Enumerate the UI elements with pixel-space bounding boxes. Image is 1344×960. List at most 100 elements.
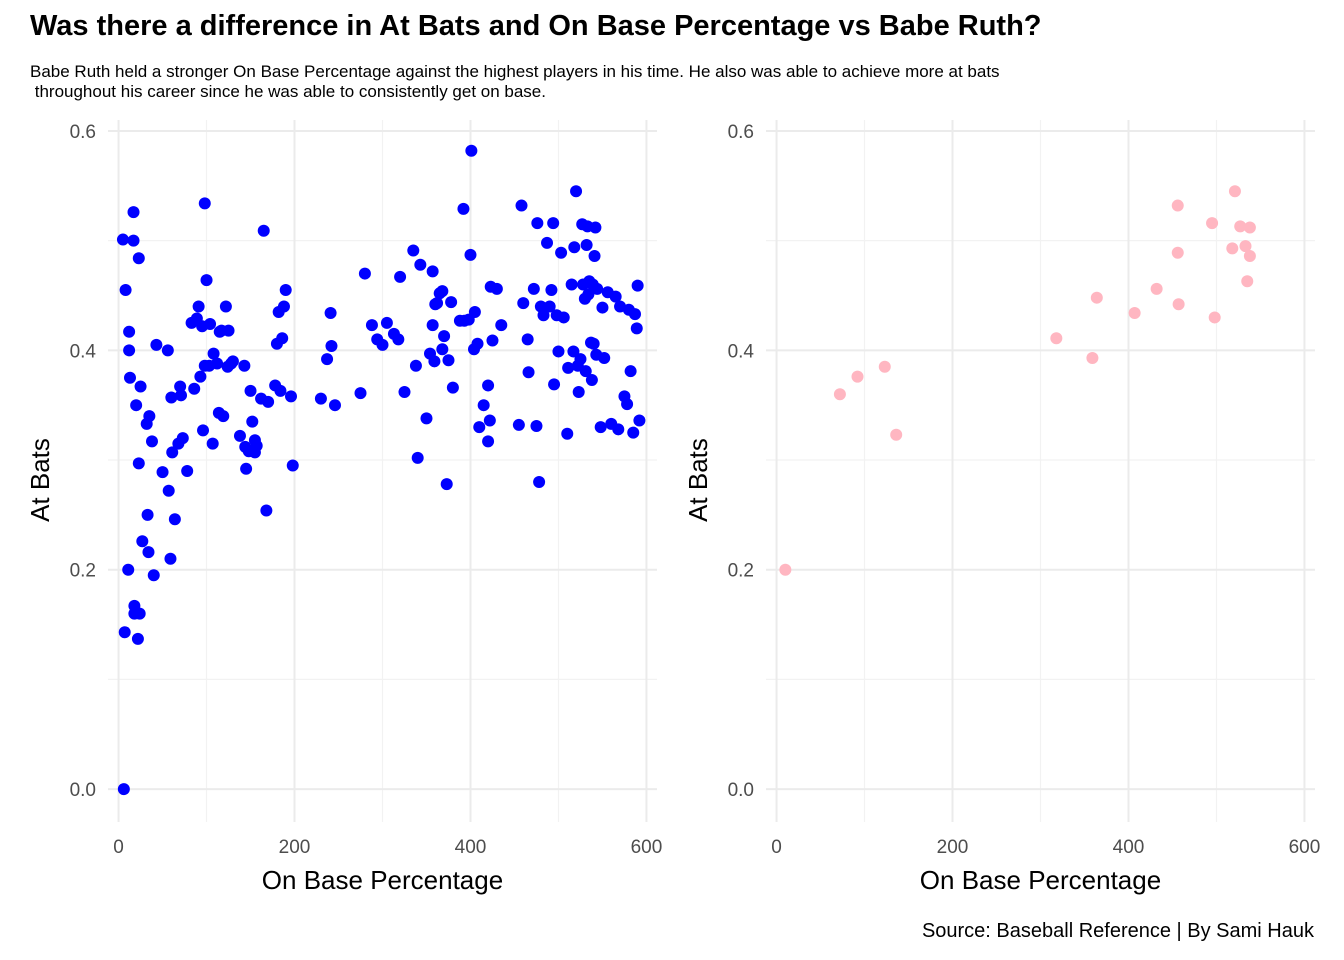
- data-point: [260, 504, 273, 517]
- y-tick-label: 0.2: [728, 561, 754, 582]
- data-point: [262, 395, 275, 408]
- data-point: [176, 432, 189, 445]
- data-point: [555, 246, 568, 259]
- data-point: [194, 370, 207, 383]
- data-point: [398, 386, 411, 399]
- data-point: [328, 399, 341, 412]
- data-point: [612, 423, 625, 436]
- data-point: [123, 371, 136, 384]
- data-point: [589, 221, 602, 234]
- data-point: [436, 343, 449, 356]
- data-point: [517, 297, 530, 310]
- data-point: [547, 217, 560, 230]
- data-point: [1086, 352, 1099, 365]
- data-point: [321, 353, 334, 366]
- data-point: [1239, 240, 1252, 253]
- data-point: [543, 300, 556, 313]
- data-point: [1090, 291, 1103, 304]
- data-point: [131, 632, 144, 645]
- data-point: [596, 301, 609, 314]
- y-axis-label: At Bats: [25, 438, 55, 522]
- chart-title: Was there a difference in At Bats and On…: [30, 10, 1042, 42]
- y-tick-label: 0.6: [728, 122, 754, 143]
- data-point: [890, 428, 903, 441]
- data-point: [143, 410, 156, 423]
- data-point: [490, 282, 503, 295]
- data-point: [324, 307, 337, 320]
- data-point: [579, 365, 592, 378]
- data-point: [250, 439, 263, 452]
- data-point: [130, 399, 143, 412]
- data-point: [238, 359, 251, 372]
- data-point: [557, 311, 570, 324]
- data-point: [197, 424, 210, 437]
- y-tick-label: 0.4: [728, 341, 755, 362]
- x-tick-label: 600: [1289, 837, 1321, 858]
- data-point: [133, 607, 146, 620]
- data-point: [217, 410, 230, 423]
- data-point: [246, 415, 259, 428]
- data-point: [851, 370, 864, 383]
- data-point: [624, 365, 637, 378]
- data-point: [175, 389, 188, 402]
- data-point: [244, 384, 257, 397]
- panel-2: 0 200 400 600 0.0 0.2 0.4 0.6 On Base Percentage…: [683, 120, 1320, 895]
- chart-caption: Source: Baseball Reference | By Sami Hau…: [921, 920, 1314, 942]
- x-tick-label: 200: [937, 837, 969, 858]
- data-point: [132, 252, 145, 265]
- data-point: [1228, 185, 1241, 198]
- data-point: [156, 466, 169, 479]
- data-point: [354, 387, 367, 400]
- data-point: [552, 345, 565, 358]
- data-point: [122, 563, 135, 576]
- data-point: [568, 241, 581, 254]
- data-point: [527, 282, 540, 295]
- data-point: [233, 429, 246, 442]
- data-point: [161, 344, 174, 357]
- data-point: [123, 325, 136, 338]
- data-point: [567, 345, 580, 358]
- x-tick-label: 400: [455, 837, 487, 858]
- data-point: [119, 284, 132, 297]
- data-point: [207, 347, 220, 360]
- data-point: [521, 333, 534, 346]
- data-point: [428, 355, 441, 368]
- data-point: [188, 382, 201, 395]
- data-point: [588, 250, 601, 263]
- data-point: [1050, 332, 1063, 345]
- data-point: [495, 319, 508, 332]
- data-point: [142, 546, 155, 559]
- data-point: [621, 398, 634, 411]
- data-point: [477, 399, 490, 412]
- data-point: [166, 446, 179, 459]
- data-point: [1128, 307, 1141, 320]
- data-point: [134, 380, 147, 393]
- data-point: [411, 451, 424, 464]
- data-point: [409, 359, 422, 372]
- data-point: [482, 435, 495, 448]
- data-point: [145, 435, 158, 448]
- data-point: [1243, 221, 1256, 234]
- data-point: [465, 144, 478, 157]
- data-point: [440, 478, 453, 491]
- data-point: [468, 305, 481, 318]
- data-point: [358, 267, 371, 280]
- data-point: [482, 379, 495, 392]
- data-point: [537, 309, 550, 322]
- data-point: [219, 300, 232, 313]
- y-tick-label: 0.6: [70, 122, 96, 143]
- data-point: [394, 270, 407, 283]
- data-point: [285, 390, 297, 403]
- data-point: [630, 322, 643, 335]
- data-point: [446, 381, 459, 394]
- data-point: [486, 334, 499, 347]
- data-point: [365, 319, 378, 332]
- data-point: [257, 224, 270, 237]
- data-point: [127, 206, 140, 219]
- data-point: [445, 296, 458, 309]
- data-point: [325, 339, 338, 352]
- x-tick-label: 400: [1113, 837, 1145, 858]
- data-point: [598, 352, 611, 365]
- data-point: [127, 234, 140, 247]
- data-point: [779, 563, 792, 576]
